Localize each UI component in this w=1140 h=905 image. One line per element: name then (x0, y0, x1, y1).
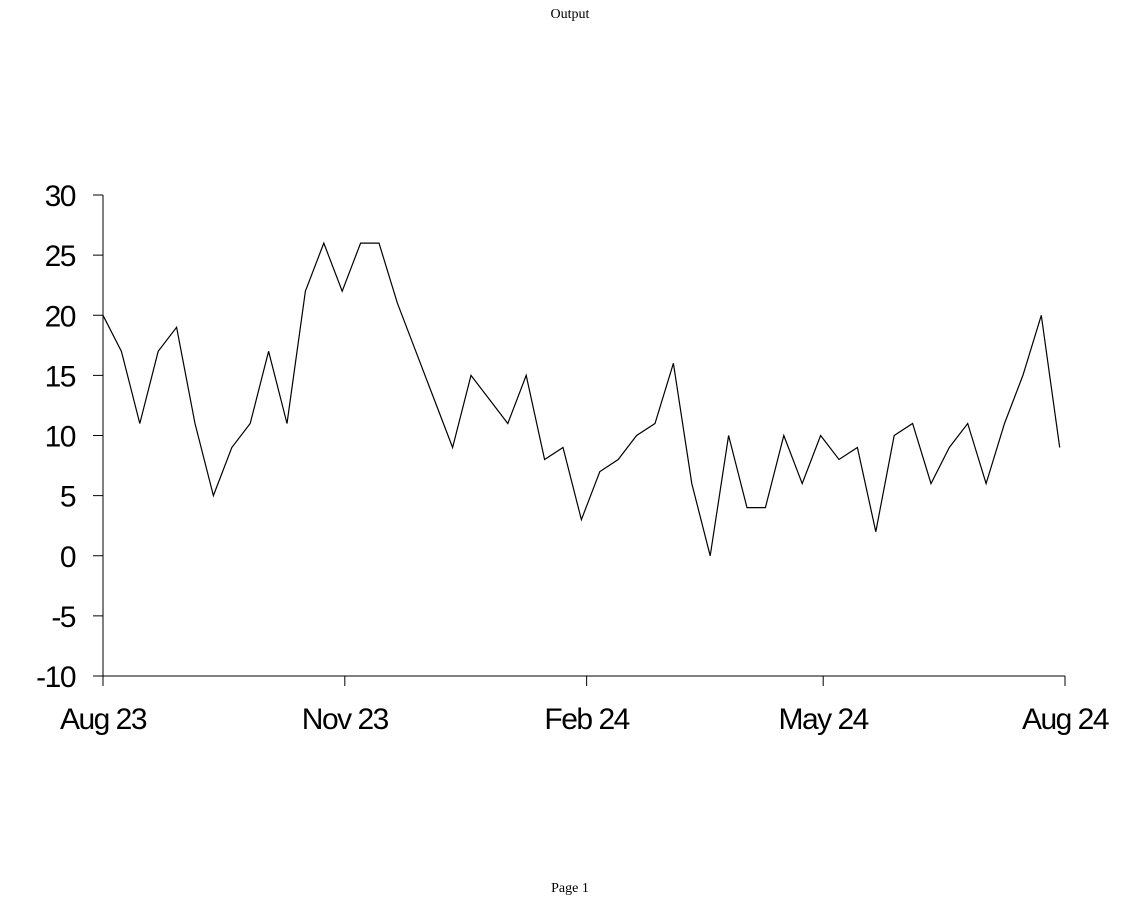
y-tick-label: 15 (45, 360, 76, 393)
x-tick-label: Aug 24 (1022, 703, 1109, 736)
page-title: Output (550, 7, 590, 22)
y-tick-label: 5 (60, 481, 76, 514)
x-tick-label: Feb 24 (544, 703, 629, 736)
page-number: Page 1 (551, 881, 589, 896)
y-tick-label: 10 (45, 421, 76, 454)
x-tick-label: Nov 23 (302, 703, 389, 736)
y-tick-label: -10 (36, 661, 76, 694)
series-line (102, 241, 1061, 556)
y-tick-label: 25 (45, 240, 76, 273)
x-tick-label: Aug 23 (60, 703, 147, 736)
y-tick-label: 0 (60, 541, 76, 574)
y-tick-label: 20 (45, 300, 76, 333)
y-tick-label: -5 (51, 601, 75, 634)
y-tick-label: 30 (45, 180, 76, 213)
x-tick-label: May 24 (778, 703, 868, 736)
